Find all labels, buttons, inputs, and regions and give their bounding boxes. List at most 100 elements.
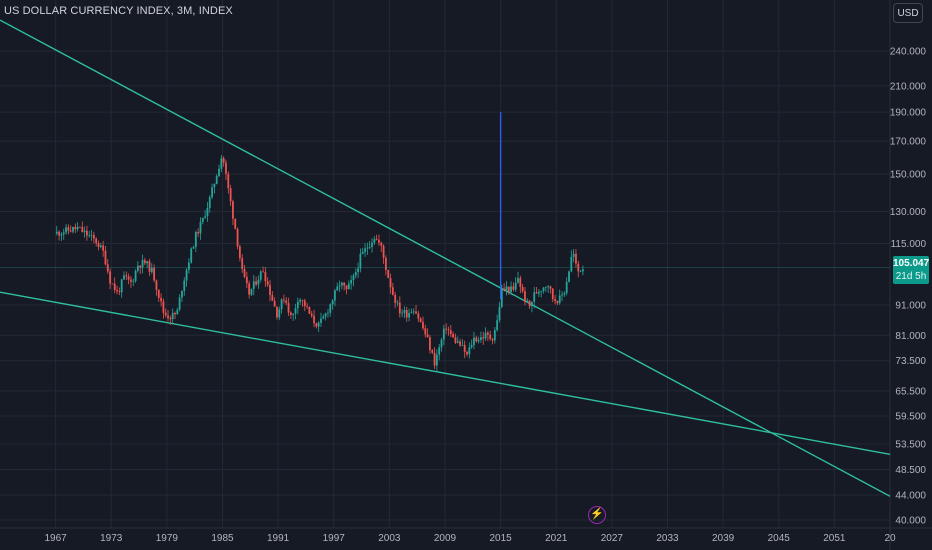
candle-body: [243, 268, 246, 277]
candle-body: [505, 286, 508, 291]
candle-body: [266, 281, 269, 285]
y-tick-label: 81.000: [895, 331, 926, 342]
candle-body: [296, 301, 299, 309]
candle-body: [241, 258, 244, 269]
x-tick-label: 1985: [211, 533, 234, 544]
candle-body: [74, 226, 77, 230]
candle-body: [204, 216, 207, 218]
candle-body: [470, 345, 473, 348]
candle-body: [329, 304, 332, 313]
candle-body: [146, 261, 149, 264]
candle-body: [417, 313, 420, 319]
candle-body: [480, 337, 482, 340]
candle-body: [408, 312, 410, 318]
candle-body: [521, 286, 524, 292]
candle-body: [278, 309, 281, 318]
candle-body: [90, 234, 93, 236]
candle-body: [289, 312, 292, 315]
candle-body: [199, 221, 202, 234]
candle-body: [208, 197, 211, 208]
candle-body: [255, 281, 258, 285]
candle-body: [556, 300, 559, 304]
candle-body: [491, 339, 494, 341]
candle-body: [176, 309, 179, 315]
candle-body: [519, 278, 522, 287]
candle-body: [558, 295, 561, 304]
candle-body: [218, 168, 220, 177]
candlestick-series: [55, 154, 584, 372]
candle-body: [183, 280, 186, 291]
candle-body: [510, 286, 512, 293]
candle-body: [429, 337, 431, 351]
candle-body: [503, 288, 506, 291]
candle-body: [561, 294, 563, 296]
candle-body: [410, 312, 413, 313]
candle-body: [380, 242, 383, 246]
candle-body: [568, 271, 570, 282]
candle-body: [303, 300, 306, 307]
candle-body: [58, 231, 61, 236]
candle-body: [542, 287, 545, 291]
candle-body: [215, 176, 218, 184]
candle-body: [194, 232, 197, 248]
candle-body: [150, 267, 153, 272]
candle-body: [238, 246, 241, 259]
y-tick-label: 48.500: [895, 465, 926, 476]
candle-body: [463, 345, 466, 352]
candle-body: [517, 278, 519, 283]
candle-body: [447, 329, 450, 331]
candle-body: [269, 284, 271, 296]
x-tick-label: 1979: [156, 533, 179, 544]
candle-body: [232, 201, 234, 219]
candle-body: [187, 262, 190, 270]
candle-body: [373, 239, 376, 243]
candle-body: [533, 292, 536, 302]
candle-body: [334, 290, 336, 301]
candle-body: [60, 234, 63, 236]
candle-body: [67, 227, 70, 231]
lightning-icon[interactable]: ⚡: [588, 506, 606, 524]
candle-body: [72, 226, 74, 232]
candle-body: [336, 286, 339, 291]
candle-body: [148, 261, 151, 272]
candle-body: [498, 306, 501, 321]
candle-body: [222, 158, 225, 163]
candle-body: [102, 245, 105, 251]
candle-body: [394, 294, 397, 303]
y-tick-label: 115.000: [891, 239, 927, 250]
candle-body: [92, 234, 95, 239]
candle-body: [361, 251, 364, 254]
candle-body: [264, 272, 267, 282]
candle-body: [327, 312, 329, 314]
candle-body: [315, 323, 318, 327]
candle-body: [155, 280, 158, 290]
currency-button[interactable]: USD: [893, 3, 923, 23]
candle-body: [452, 333, 455, 338]
candle-body: [382, 245, 385, 258]
last-price-tag: 105.047 21d 5h: [893, 256, 929, 284]
candle-body: [484, 332, 487, 339]
candle-body: [192, 247, 195, 249]
candle-body: [127, 276, 130, 280]
candle-body: [137, 265, 139, 271]
candle-body: [252, 281, 255, 289]
candle-body: [493, 330, 496, 341]
candle-body: [65, 227, 67, 233]
candle-body: [435, 354, 438, 366]
candle-body: [118, 291, 121, 293]
candle-body: [109, 271, 111, 284]
candle-body: [113, 283, 116, 291]
candle-body: [132, 280, 135, 282]
candle-body: [259, 271, 262, 280]
x-tick-label: 2027: [601, 533, 624, 544]
candle-body: [547, 286, 550, 288]
candle-body: [473, 337, 475, 346]
candle-body: [229, 188, 232, 202]
candle-body: [340, 282, 343, 286]
candle-body: [139, 265, 142, 268]
candle-body: [250, 288, 253, 295]
candle-body: [431, 350, 434, 353]
candle-body: [526, 300, 529, 302]
